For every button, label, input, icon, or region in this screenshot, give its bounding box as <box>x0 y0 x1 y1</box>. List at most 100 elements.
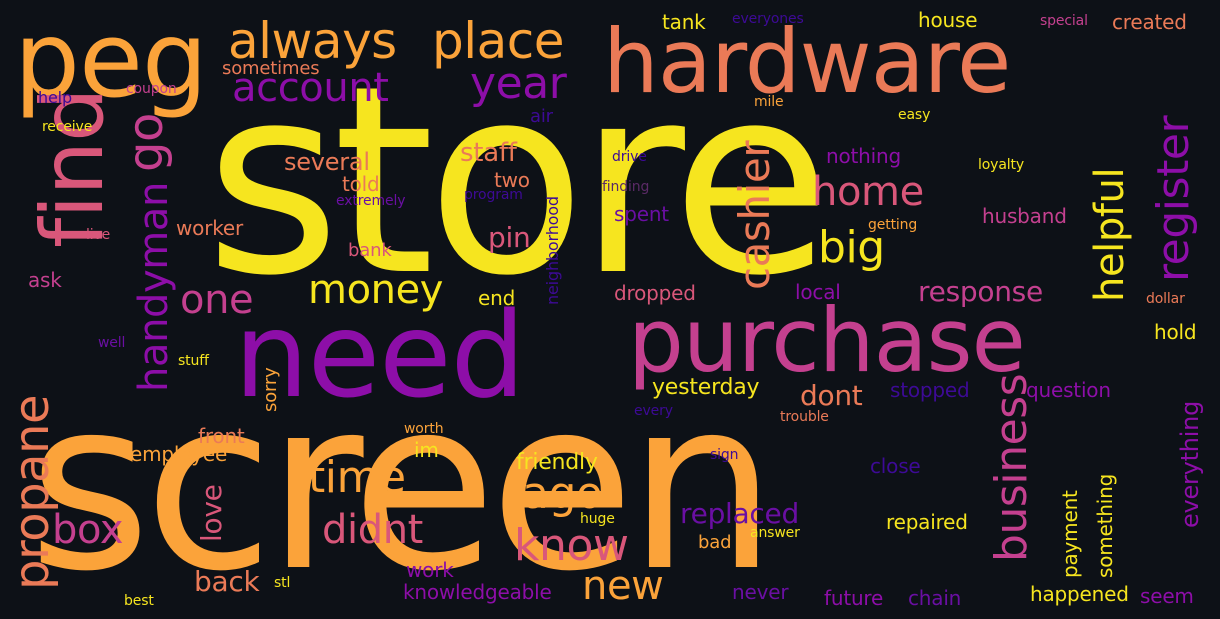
word-close: close <box>870 454 921 478</box>
word-screen: screen <box>28 348 777 619</box>
word-replaced: replaced <box>680 497 799 530</box>
word-end: end <box>478 286 516 310</box>
word-air: air <box>530 106 553 127</box>
word-stuff: stuff <box>178 353 209 369</box>
word-love: love <box>195 484 228 542</box>
word-big: big <box>818 222 885 273</box>
word-yesterday: yesterday <box>652 375 760 400</box>
word-back: back <box>194 565 260 598</box>
word-local: local <box>795 280 841 304</box>
word-mile: mile <box>754 94 784 110</box>
word-time: time <box>308 452 406 503</box>
word-propane: propane <box>4 395 60 590</box>
word-neighborhood: neighborhood <box>543 196 562 305</box>
word-live: live <box>86 227 111 243</box>
word-easy: easy <box>898 107 931 123</box>
word-extremely: extremely <box>336 193 406 209</box>
word-purchase: purchase <box>628 289 1026 392</box>
word-dont: dont <box>800 379 863 412</box>
word-knowledgeable: knowledgeable <box>403 580 552 604</box>
word-something: something <box>1093 473 1117 578</box>
word-one: one <box>180 277 254 323</box>
word-hold: hold <box>1154 320 1197 344</box>
word-pin: pin <box>488 221 531 254</box>
word-trouble: trouble <box>780 409 829 425</box>
word-several: several <box>284 148 370 176</box>
word-always: always <box>228 12 397 70</box>
word-every: every <box>634 403 673 419</box>
word-husband: husband <box>982 204 1067 228</box>
word-year: year <box>470 58 567 109</box>
word-im: im <box>414 438 439 462</box>
word-created: created <box>1112 10 1187 34</box>
word-loyalty: loyalty <box>978 157 1025 173</box>
word-go: go <box>118 113 174 172</box>
word-help: help <box>38 88 72 107</box>
word-answer: answer <box>750 525 800 541</box>
word-sometimes: sometimes <box>222 58 320 79</box>
word-bank: bank <box>348 240 392 261</box>
word-question: question <box>1026 378 1111 402</box>
word-repaired: repaired <box>886 510 968 534</box>
word-front: front <box>198 424 245 448</box>
word-house: house <box>918 8 978 32</box>
word-ago: ago <box>522 468 603 519</box>
word-receive: receive <box>42 119 93 135</box>
word-didnt: didnt <box>322 507 423 553</box>
word-box: box <box>52 507 124 553</box>
word-never: never <box>732 580 789 604</box>
word-sign: sign <box>710 447 739 463</box>
word-two: two <box>494 168 530 192</box>
word-response: response <box>918 275 1043 308</box>
word-everyones: everyones <box>732 11 804 27</box>
word-well: well <box>98 335 126 351</box>
word-future: future <box>824 586 884 610</box>
word-place: place <box>432 12 565 70</box>
word-everything: everything <box>1176 400 1204 528</box>
word-seem: seem <box>1140 584 1194 608</box>
word-dropped: dropped <box>614 281 696 305</box>
word-stopped: stopped <box>890 378 970 402</box>
word-special: special <box>1040 13 1088 29</box>
word-staff: staff <box>460 138 517 168</box>
word-work: work <box>406 558 454 582</box>
word-peg: peg <box>14 0 208 121</box>
word-happened: happened <box>1030 582 1129 606</box>
word-getting: getting <box>868 217 918 233</box>
word-stl: stl <box>274 575 291 591</box>
word-need: need <box>234 286 525 424</box>
word-worth: worth <box>404 421 444 437</box>
word-best: best <box>124 593 154 609</box>
word-tank: tank <box>662 10 706 34</box>
word-friendly: friendly <box>516 450 598 475</box>
word-employee: employee <box>130 442 228 466</box>
word-bad: bad <box>698 532 732 553</box>
word-program: program <box>464 187 523 203</box>
word-handyman: handyman <box>131 182 177 392</box>
word-huge: huge <box>580 511 615 527</box>
word-new: new <box>582 563 664 609</box>
word-hardware: hardware <box>603 10 1011 113</box>
word-home: home <box>812 169 924 215</box>
word-cashier: cashier <box>730 140 779 290</box>
word-account: account <box>232 65 389 111</box>
word-helpful: helpful <box>1087 167 1133 302</box>
word-coupon: coupon <box>126 81 177 97</box>
word-find: find <box>23 88 123 248</box>
word-payment: payment <box>1058 490 1082 578</box>
word-store: store <box>205 31 831 333</box>
word-money: money <box>308 267 444 313</box>
word-spent: spent <box>614 202 669 226</box>
word-nothing: nothing <box>826 144 901 168</box>
word-finding: finding <box>602 179 650 195</box>
word-worker: worker <box>176 216 244 240</box>
word-drive: drive <box>612 149 647 165</box>
word-told: told <box>342 172 380 196</box>
word-register: register <box>1148 115 1199 282</box>
word-ask: ask <box>28 268 62 292</box>
word-dollar: dollar <box>1146 291 1185 307</box>
word-know: know <box>514 520 629 571</box>
word-chain: chain <box>908 586 962 610</box>
word-sorry: sorry <box>260 367 281 412</box>
